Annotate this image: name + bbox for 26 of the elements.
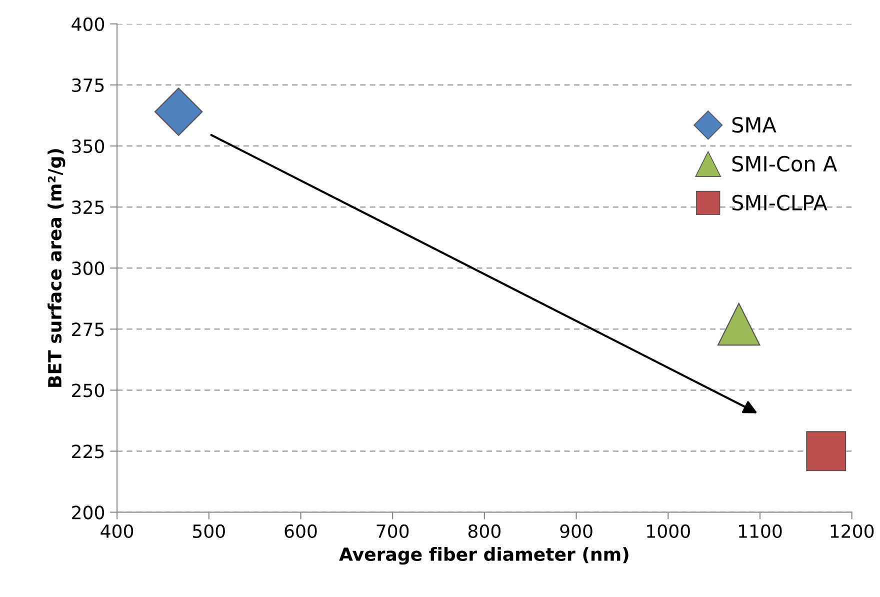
point [154, 88, 203, 136]
point [717, 302, 760, 346]
x-tick-label: 1000 [647, 524, 690, 538]
x-tick-label: 700 [376, 524, 409, 538]
y-tick-label: 400 [72, 17, 104, 31]
legend-label: SMI-Con A [732, 156, 838, 172]
y-tick-label: 300 [72, 262, 104, 276]
x-axis-title: Average fiber diameter (nm) [339, 547, 628, 565]
legend-label: SMA [732, 116, 776, 133]
y-tick-label: 375 [72, 78, 104, 92]
legend-label: SMI-CLPA [732, 194, 828, 211]
y-tick-label: 225 [72, 444, 104, 458]
x-tick-label: 400 [100, 524, 134, 538]
x-tick-label: 1200 [830, 524, 874, 538]
y-axis-title: BET surface area (m²/g) [48, 149, 66, 387]
x-tick-label: 1100 [739, 524, 782, 538]
x-tick-label: 800 [468, 524, 500, 538]
x-tick-label: 600 [284, 524, 317, 538]
point [806, 431, 846, 472]
y-tick-label: 325 [72, 200, 104, 214]
y-tick-label: 350 [72, 139, 104, 154]
x-tick-label: 500 [193, 524, 225, 538]
y-tick-label: 250 [72, 384, 104, 398]
y-tick-label: 275 [72, 322, 104, 336]
y-tick-label: 200 [72, 506, 104, 520]
x-tick-label: 900 [560, 524, 592, 538]
